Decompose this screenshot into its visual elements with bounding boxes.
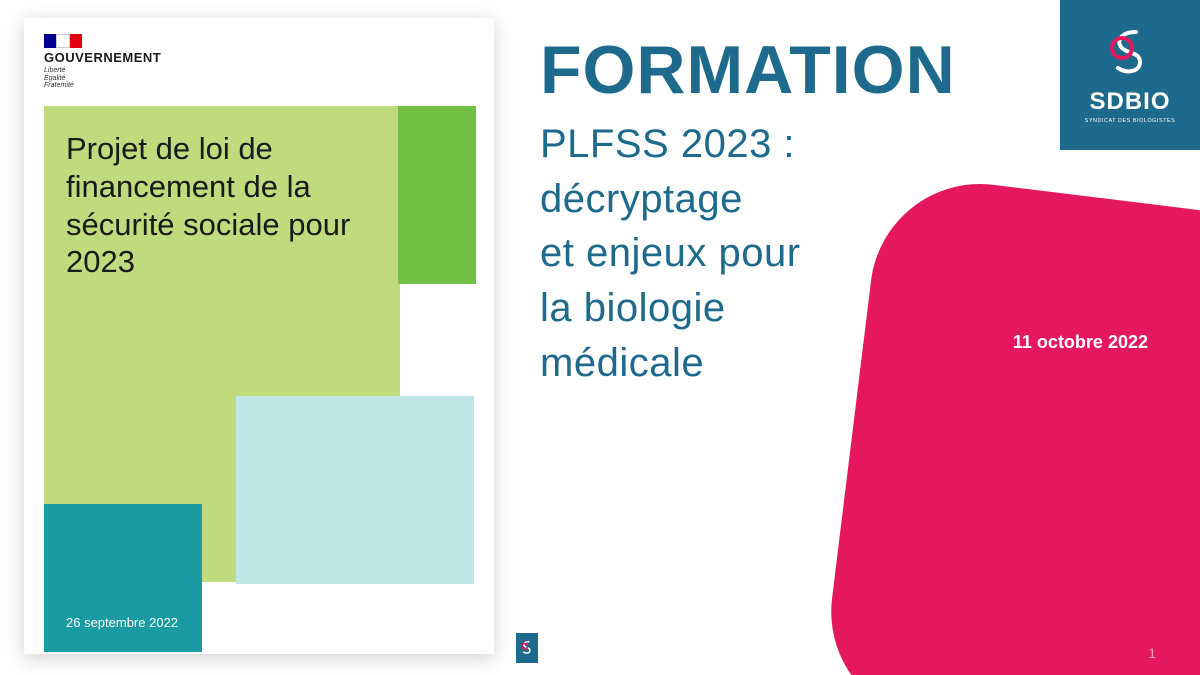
headline-key-decryptage: décryptage [540,177,743,221]
headline-key-enjeux: enjeux [586,231,707,275]
sdbio-tagline: SYNDICAT DES BIOLOGISTES [1085,118,1176,124]
sdbio-logo-panel: SDBIO SYNDICAT DES BIOLOGISTES [1060,0,1200,150]
motto-line: Fraternité [44,82,161,90]
slide-number: 1 [1148,645,1156,661]
motto-line: Égalité [44,75,161,83]
gouvernement-logo: GOUVERNEMENT Liberté Égalité Fraternité [44,34,161,90]
headline-text: pour [707,231,801,275]
headline-formation: FORMATION [540,26,1010,116]
headline-text: et [540,231,586,275]
flag-white [56,34,70,48]
event-date: 11 octobre 2022 [1013,332,1148,353]
cover-block-green [398,106,476,284]
document-title: Projet de loi de financement de la sécur… [66,130,366,281]
gouvernement-motto: Liberté Égalité Fraternité [44,67,161,90]
sdbio-word: SDBIO [1089,88,1170,116]
motto-line: Liberté [44,67,161,75]
cover-block-cyan [236,396,474,584]
document-cover: GOUVERNEMENT Liberté Égalité Fraternité … [24,18,494,654]
france-flag-icon [44,34,82,48]
gouvernement-word: GOUVERNEMENT [44,50,161,65]
flag-blue [44,34,56,48]
flag-red [70,34,82,48]
sdbio-small-icon [520,638,534,658]
slide-stage: GOUVERNEMENT Liberté Égalité Fraternité … [0,0,1200,675]
sdbio-logo-icon [1106,26,1154,82]
sdbio-small-badge [516,633,538,663]
headline-line-2: PLFSS 2023 : [540,118,1010,171]
document-date: 26 septembre 2022 [66,615,178,630]
